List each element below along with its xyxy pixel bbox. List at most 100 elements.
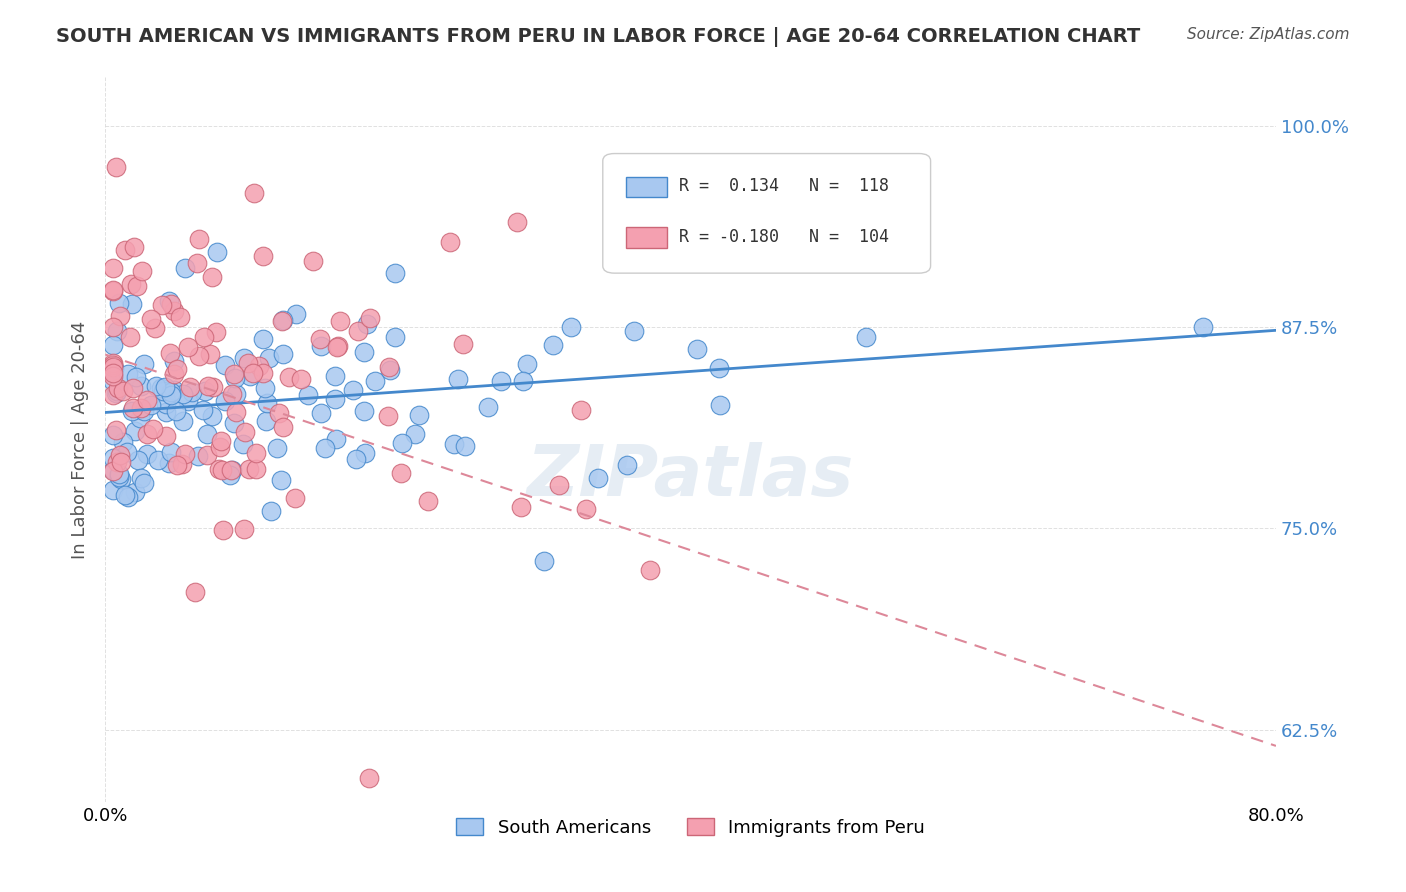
Point [260,504,283,518]
Point [209,434,232,448]
Point [142,422,165,436]
Point [195,448,218,462]
Point [104,160,127,174]
Point [108,467,131,482]
Point [477,400,499,414]
Point [129,471,152,485]
Point [512,374,534,388]
Point [205,325,228,339]
Point [143,320,166,334]
Point [101,319,124,334]
Point [326,340,349,354]
Point [454,439,477,453]
Point [172,386,194,401]
Point [101,366,124,380]
Point [166,458,188,472]
Point [145,379,167,393]
Point [136,426,159,441]
Point [212,524,235,538]
Text: Source: ZipAtlas.com: Source: ZipAtlas.com [1187,27,1350,42]
Point [232,437,254,451]
Point [117,490,139,504]
Point [155,397,177,411]
Point [236,356,259,370]
Text: ZIPatlas: ZIPatlas [527,442,855,510]
Point [108,470,131,484]
Point [104,424,127,438]
Point [157,294,180,309]
Point [163,353,186,368]
Legend: South Americans, Immigrants from Peru: South Americans, Immigrants from Peru [449,811,932,844]
Point [273,313,295,327]
Point [252,332,274,346]
Point [184,584,207,599]
Point [451,336,474,351]
Point [214,358,236,372]
Point [101,338,124,352]
Point [129,401,152,416]
Point [575,502,598,516]
Point [134,403,156,417]
Point [179,380,201,394]
Point [224,416,246,430]
Point [149,381,172,395]
Point [297,388,319,402]
Point [408,408,430,422]
Point [124,424,146,438]
Point [103,374,125,388]
Point [177,340,200,354]
Point [174,260,197,275]
Point [344,451,367,466]
Point [136,447,159,461]
Point [108,310,131,324]
Point [208,440,231,454]
Point [443,437,465,451]
Point [208,462,231,476]
Point [101,464,124,478]
Point [325,432,347,446]
Point [105,455,128,469]
Point [245,462,267,476]
Point [239,369,262,384]
Point [547,478,569,492]
Point [101,483,124,497]
Point [146,453,169,467]
Point [378,359,401,374]
Point [176,394,198,409]
Point [114,243,136,257]
Point [378,363,401,377]
Point [586,470,609,484]
Point [152,384,174,399]
Point [135,392,157,407]
Point [155,405,177,419]
Point [110,448,132,462]
Point [193,330,215,344]
Point [323,392,346,406]
Point [323,369,346,384]
Point [159,345,181,359]
Point [219,463,242,477]
Point [163,367,186,381]
Point [277,369,299,384]
Point [112,384,135,399]
Point [201,409,224,424]
Point [122,401,145,416]
Point [101,428,124,442]
Point [309,339,332,353]
Point [238,462,260,476]
Point [101,388,124,402]
Point [242,186,264,200]
Point [150,298,173,312]
Point [233,351,256,365]
Point [266,442,288,456]
Point [101,463,124,477]
Point [560,320,582,334]
Point [110,473,132,487]
Point [269,406,291,420]
Point [200,269,222,284]
Point [224,370,246,384]
Point [855,330,877,344]
Point [533,554,555,568]
Point [359,310,381,325]
Point [342,383,364,397]
